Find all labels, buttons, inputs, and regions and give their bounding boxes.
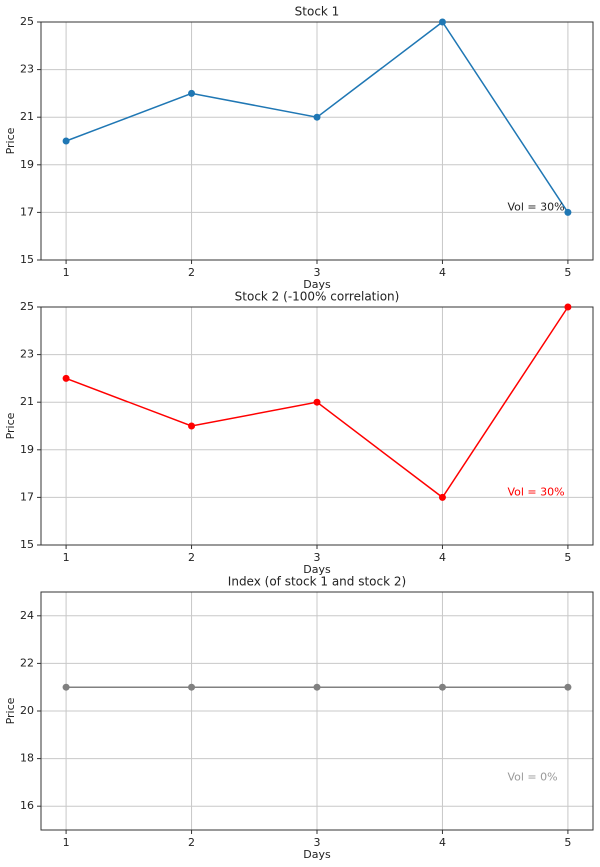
y-axis-label: Price bbox=[4, 127, 17, 154]
y-axis-label: Price bbox=[4, 697, 17, 724]
y-tick-label: 18 bbox=[20, 752, 34, 765]
x-tick-label: 2 bbox=[188, 266, 195, 279]
plot-frame bbox=[40, 306, 594, 546]
y-tick-label: 17 bbox=[20, 205, 34, 218]
x-tick-label: 4 bbox=[439, 836, 446, 849]
y-tick-label: 17 bbox=[20, 490, 34, 503]
x-tick-label: 1 bbox=[63, 836, 70, 849]
x-tick-label: 3 bbox=[314, 266, 321, 279]
y-tick-label: 21 bbox=[20, 395, 34, 408]
y-tick-label: 24 bbox=[20, 609, 34, 622]
chart-title: Index (of stock 1 and stock 2) bbox=[228, 575, 406, 589]
annotation: Vol = 30% bbox=[507, 486, 564, 499]
x-tick-label: 5 bbox=[564, 266, 571, 279]
plot-frame bbox=[40, 591, 594, 831]
x-axis-label: Days bbox=[303, 563, 331, 576]
y-tick-label: 25 bbox=[20, 300, 34, 313]
point bbox=[564, 683, 572, 691]
y-tick-label: 19 bbox=[20, 443, 34, 456]
point bbox=[438, 493, 446, 501]
y-tick-label: 16 bbox=[20, 799, 34, 812]
point bbox=[564, 208, 572, 216]
y-tick-label: 22 bbox=[20, 656, 34, 669]
x-tick-label: 1 bbox=[63, 266, 70, 279]
point bbox=[62, 683, 70, 691]
y-tick-label: 23 bbox=[20, 348, 34, 361]
x-axis-label: Days bbox=[303, 278, 331, 291]
x-axis-label: Days bbox=[303, 848, 331, 861]
point bbox=[188, 422, 196, 430]
point bbox=[313, 398, 321, 406]
point bbox=[438, 683, 446, 691]
x-tick-label: 2 bbox=[188, 836, 195, 849]
x-tick-label: 4 bbox=[439, 266, 446, 279]
point bbox=[564, 303, 572, 311]
x-tick-label: 3 bbox=[314, 551, 321, 564]
x-tick-label: 1 bbox=[63, 551, 70, 564]
point bbox=[313, 683, 321, 691]
point bbox=[188, 89, 196, 97]
y-tick-label: 23 bbox=[20, 63, 34, 76]
plot-frame bbox=[40, 21, 594, 261]
point bbox=[62, 137, 70, 145]
annotation: Vol = 0% bbox=[507, 771, 557, 784]
y-tick-label: 20 bbox=[20, 704, 34, 717]
point bbox=[438, 18, 446, 26]
x-tick-label: 5 bbox=[564, 551, 571, 564]
x-tick-label: 4 bbox=[439, 551, 446, 564]
annotation: Vol = 30% bbox=[507, 201, 564, 214]
point bbox=[313, 113, 321, 121]
y-tick-label: 21 bbox=[20, 110, 34, 123]
chart-title: Stock 2 (-100% correlation) bbox=[235, 290, 400, 304]
point bbox=[62, 374, 70, 382]
x-tick-label: 2 bbox=[188, 551, 195, 564]
chart-title: Stock 1 bbox=[295, 5, 340, 19]
y-tick-label: 15 bbox=[20, 253, 34, 266]
y-tick-label: 15 bbox=[20, 538, 34, 551]
y-axis-label: Price bbox=[4, 412, 17, 439]
y-tick-label: 25 bbox=[20, 15, 34, 28]
x-tick-label: 5 bbox=[564, 836, 571, 849]
x-tick-label: 3 bbox=[314, 836, 321, 849]
point bbox=[188, 683, 196, 691]
y-tick-label: 19 bbox=[20, 158, 34, 171]
